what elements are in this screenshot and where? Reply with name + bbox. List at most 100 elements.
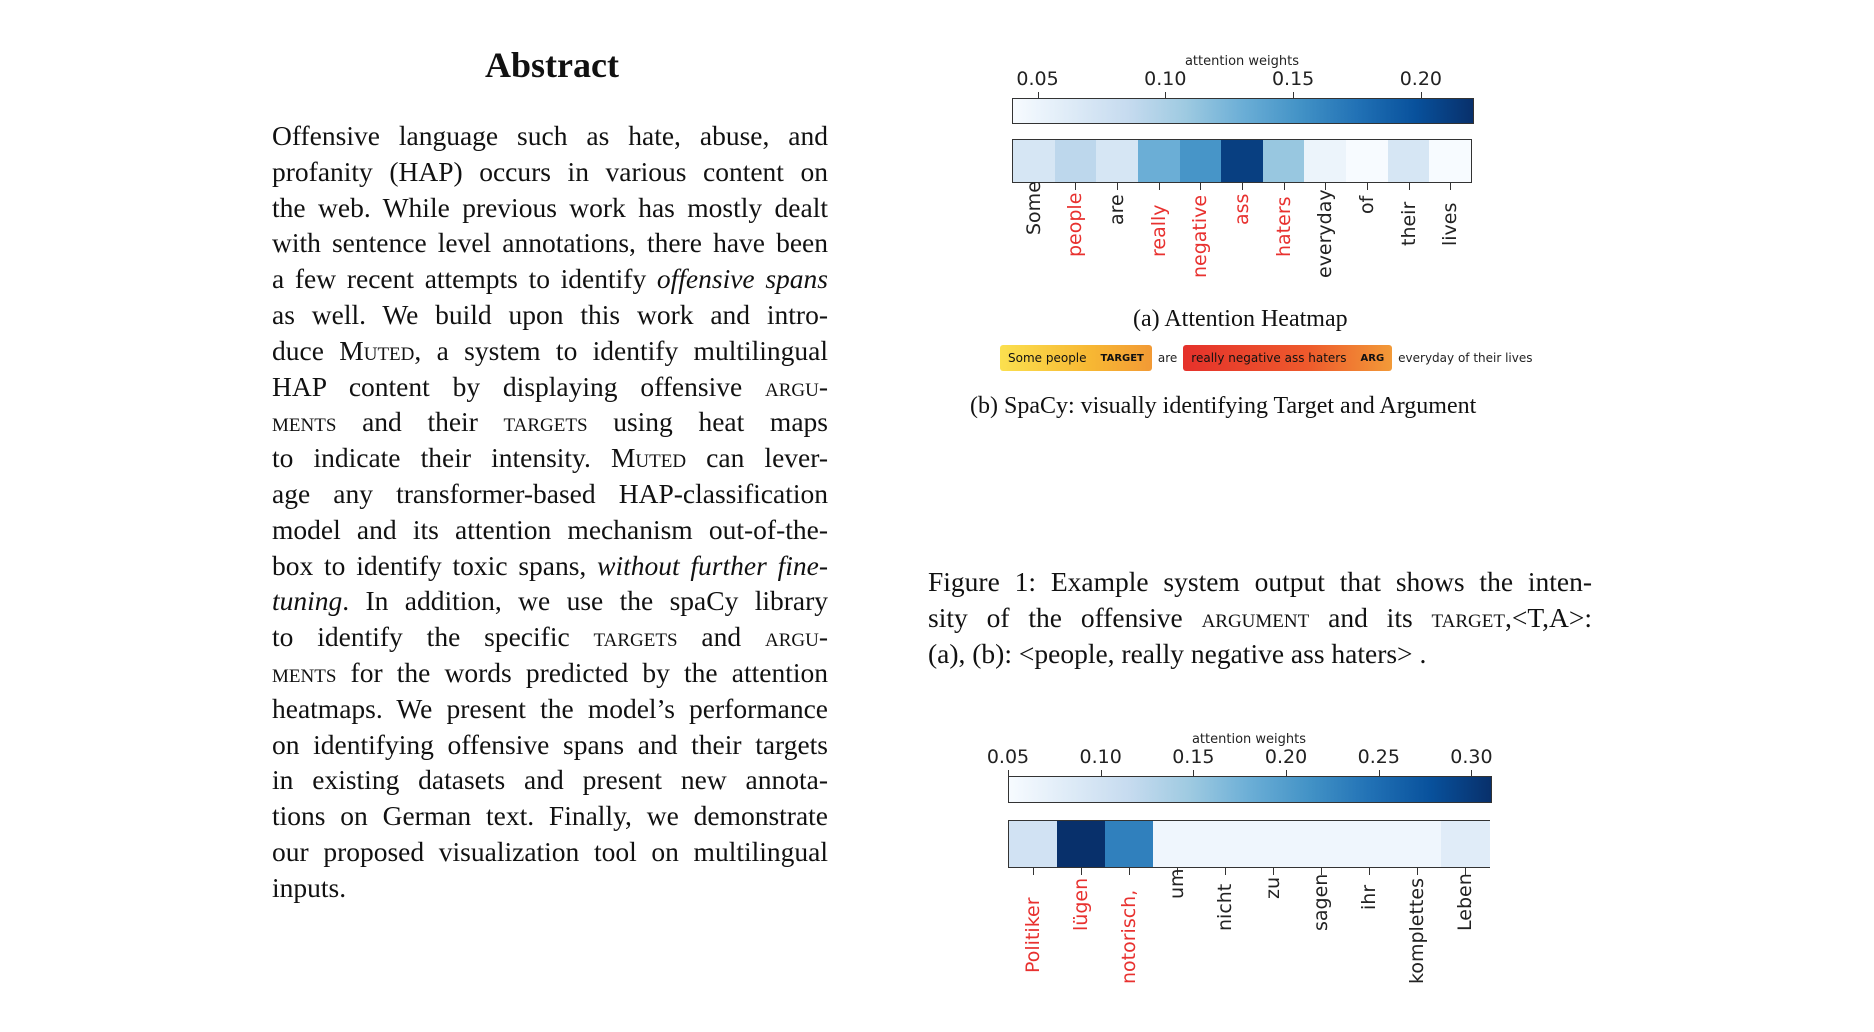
heatmap-token-label: everyday bbox=[1314, 189, 1337, 278]
heatmap-row bbox=[1008, 820, 1490, 868]
abstract-line: our proposed visualization tool on multi… bbox=[272, 835, 828, 867]
heatmap-tick-mark bbox=[1200, 183, 1202, 190]
heatmap-tick-mark bbox=[1321, 868, 1322, 875]
colorbar-tick-mark bbox=[1286, 770, 1288, 776]
heatmap-tick-mark bbox=[1273, 868, 1274, 875]
heatmap-tick-mark bbox=[1033, 183, 1035, 190]
heatmap-tick-mark bbox=[1081, 868, 1082, 875]
abstract-line: the web. While previous work has mostly … bbox=[272, 191, 828, 223]
heatmap-tick-mark bbox=[1033, 868, 1034, 875]
heatmap-cell bbox=[1105, 821, 1154, 867]
target-entity: Some people TARGET bbox=[1000, 345, 1152, 371]
heatmap-cell bbox=[1013, 140, 1056, 182]
heatmap-tick-mark bbox=[1366, 183, 1368, 190]
abstract-line: to identify the specific targets and arg… bbox=[272, 621, 828, 653]
heatmap-token-label: zu bbox=[1262, 877, 1284, 900]
heatmap-cell bbox=[1153, 821, 1202, 867]
heatmap-token-label: their bbox=[1397, 201, 1420, 246]
colorbar-tick-label: 0.10 bbox=[1079, 746, 1122, 768]
heatmap-token-label: sagen bbox=[1310, 873, 1332, 931]
heatmap-token-label: really bbox=[1147, 204, 1170, 257]
abstract-line: duce Muted, a system to identify multili… bbox=[272, 334, 828, 366]
heatmap-tick-mark bbox=[1417, 868, 1418, 875]
abstract-line: with sentence level annotations, there h… bbox=[272, 227, 828, 259]
heatmap-token-label: ass bbox=[1231, 193, 1253, 225]
spacy-connector-text: are bbox=[1157, 351, 1178, 365]
heatmap-token-label: Some bbox=[1022, 181, 1045, 236]
abstract-line: to indicate their intensity. Muted can l… bbox=[272, 442, 828, 474]
abstract-line: as well. We build upon this work and int… bbox=[272, 298, 828, 330]
spacy-caption: (b) SpaCy: visually identifying Target a… bbox=[970, 393, 1477, 419]
colorbar-tick-label: 0.05 bbox=[1016, 68, 1059, 90]
colorbar-tick-label: 0.15 bbox=[1271, 68, 1315, 90]
heatmap-token-label: lügen bbox=[1070, 877, 1092, 931]
heatmap-token-label: lives bbox=[1439, 202, 1462, 246]
abstract-line: model and its attention mechanism out-of… bbox=[272, 513, 828, 545]
abstract-line: age any transformer-based HAP-classifica… bbox=[272, 477, 828, 509]
abstract-line: inputs. bbox=[272, 871, 347, 903]
abstract-line: tuning. In addition, we use the spaCy li… bbox=[272, 585, 828, 617]
heatmap-tick-mark bbox=[1408, 183, 1410, 190]
colorbar-tick-mark bbox=[1293, 92, 1295, 98]
colorbar-tick-mark bbox=[1037, 92, 1039, 98]
heatmap-tick-mark bbox=[1117, 183, 1119, 190]
heatmap-cell bbox=[1297, 821, 1346, 867]
abstract-line: a few recent attempts to identify offens… bbox=[272, 263, 828, 295]
colorbar-tick-mark bbox=[1165, 92, 1167, 98]
heatmap-cell bbox=[1249, 821, 1298, 867]
heatmap-cell bbox=[1387, 140, 1430, 182]
abstract-line: Offensive language such as hate, abuse, … bbox=[272, 120, 828, 151]
heatmap-cell bbox=[1054, 140, 1097, 182]
abstract-line: box to identify toxic spans, without fur… bbox=[272, 549, 828, 581]
heatmap-tick-mark bbox=[1283, 183, 1285, 190]
heatmap-cell bbox=[1346, 140, 1389, 182]
heatmap-cell bbox=[1304, 140, 1347, 182]
heatmap-tick-mark bbox=[1369, 868, 1370, 875]
heatmap-token-label: Leben bbox=[1454, 873, 1476, 931]
heatmap-token-label: people bbox=[1064, 192, 1087, 257]
heatmap-token-label: negative bbox=[1189, 194, 1212, 278]
colorbar-tick-label: 0.15 bbox=[1172, 746, 1215, 768]
colorbar-tick-mark bbox=[1378, 770, 1380, 776]
abstract-line: ments for the words predicted by the att… bbox=[272, 656, 828, 688]
heatmap-cell bbox=[1393, 821, 1442, 867]
target-entity-text: Some people bbox=[1008, 351, 1087, 365]
heatmap-token-label: notorisch, bbox=[1118, 889, 1140, 984]
argument-entity: really negative ass haters ARG bbox=[1183, 345, 1393, 371]
colorbar-tick-label: 0.30 bbox=[1450, 746, 1493, 768]
colorbar-tick-mark bbox=[1193, 770, 1195, 776]
heatmap-token-label: komplettes bbox=[1406, 878, 1428, 984]
argument-entity-text: really negative ass haters bbox=[1191, 351, 1347, 365]
abstract-line: in existing datasets and present new ann… bbox=[272, 764, 828, 796]
heatmap-tick-mark bbox=[1177, 868, 1178, 875]
colorbar-tick-label: 0.25 bbox=[1357, 746, 1400, 768]
heatmap-tick-mark bbox=[1158, 183, 1160, 190]
colorbar-title: attention weights bbox=[1184, 54, 1300, 69]
heatmap-cell bbox=[1429, 140, 1472, 182]
heatmap-cell bbox=[1179, 140, 1222, 182]
heatmap-cell bbox=[1009, 821, 1058, 867]
heatmap-token-label: haters bbox=[1272, 196, 1295, 257]
heatmap-token-label: um bbox=[1166, 868, 1188, 900]
heatmap-cell bbox=[1262, 140, 1305, 182]
spacy-visualization: Some people TARGET are really negative a… bbox=[1000, 344, 1539, 372]
heatmap-cell bbox=[1441, 821, 1490, 867]
colorbar-tick-mark bbox=[1008, 770, 1009, 776]
abstract-line: ments and their targets using heat maps bbox=[272, 406, 828, 438]
figure-caption-line: sity of the offensive argument and its t… bbox=[928, 602, 1592, 633]
heatmap-cell bbox=[1096, 140, 1139, 182]
heatmap-cell bbox=[1201, 821, 1250, 867]
heatmap-caption: (a) Attention Heatmap bbox=[1133, 306, 1348, 332]
figure-caption-line: Figure 1: Example system output that sho… bbox=[928, 566, 1592, 597]
heatmap-token-label: Politiker bbox=[1022, 897, 1044, 974]
colorbar bbox=[1008, 776, 1492, 803]
attention-heatmap-english: attention weights 0.05 0.10 0.15 0.20 Some peo… bbox=[0, 0, 1874, 300]
abstract-line: profanity (HAP) occurs in various conten… bbox=[272, 155, 828, 187]
heatmap-cell bbox=[1345, 821, 1394, 867]
heatmap-cell bbox=[1221, 140, 1264, 182]
heatmap-token-label: nicht bbox=[1214, 883, 1236, 931]
heatmap-tick-mark bbox=[1225, 868, 1226, 875]
colorbar-tick-label: 0.20 bbox=[1399, 68, 1443, 90]
figure-caption-line: (a), (b): <people, really negative ass h… bbox=[928, 638, 1427, 669]
argument-entity-label: ARG bbox=[1360, 352, 1385, 364]
